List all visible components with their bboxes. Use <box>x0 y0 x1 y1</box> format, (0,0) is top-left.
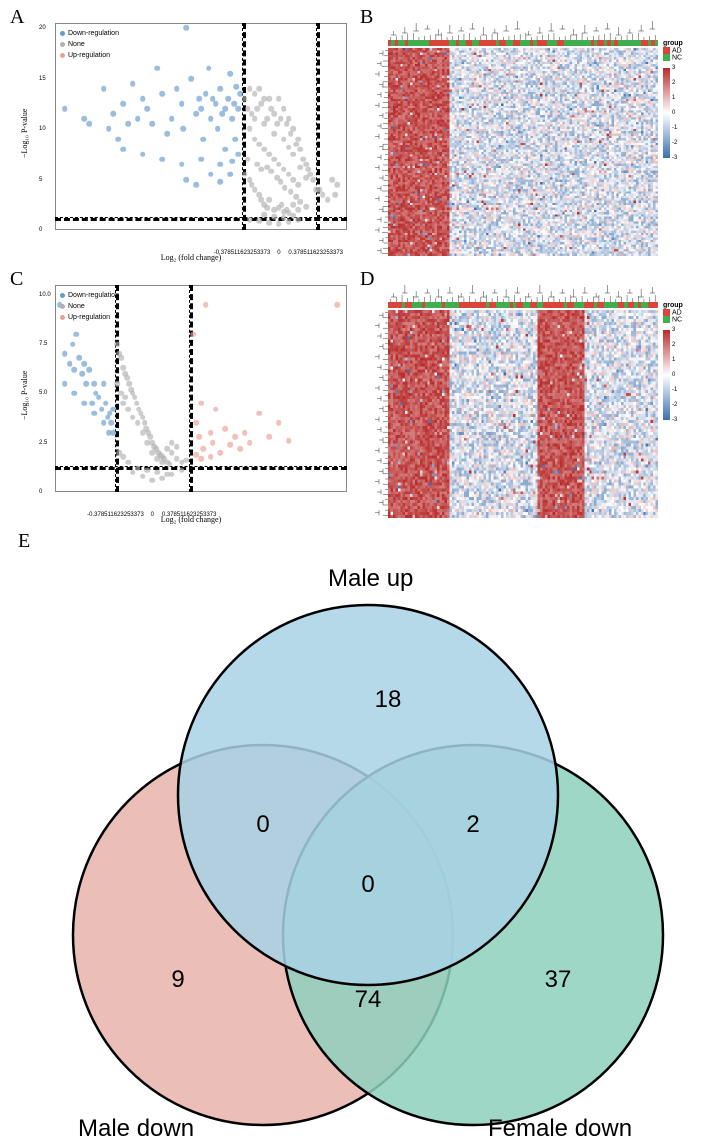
venn-count-center: 0 <box>361 871 374 899</box>
venn-count-bl_br: 74 <box>355 986 382 1014</box>
venn-count-br_only: 37 <box>545 966 572 994</box>
venn-count-top_bl: 0 <box>256 811 269 839</box>
venn-circle-top <box>178 605 558 985</box>
panel-C-label: C <box>10 268 23 291</box>
panel-A-label: A <box>10 6 24 29</box>
venn-diagram-E: Male upMale downFemale down1893702740 <box>18 535 698 1135</box>
venn-title-bl: Male down <box>78 1115 194 1143</box>
venn-count-top_only: 18 <box>375 686 402 714</box>
volcano-plot-A: 05101520-0.37851162325337300.37851162325… <box>30 18 352 248</box>
venn-title-br: Female down <box>488 1115 632 1143</box>
volcano-plot-C: 02.55.07.510.0-0.37851162325337300.37851… <box>30 280 352 510</box>
venn-count-bl_only: 9 <box>171 966 184 994</box>
heatmap-B: group AD NC3210-1-2-3 <box>368 18 708 258</box>
venn-count-top_br: 2 <box>466 811 479 839</box>
heatmap-D: group AD NC3210-1-2-3 <box>368 280 708 520</box>
venn-title-top: Male up <box>328 565 413 593</box>
